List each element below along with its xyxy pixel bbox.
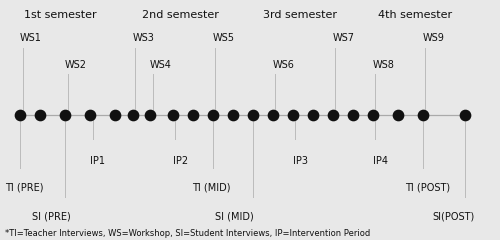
- Text: WS6: WS6: [272, 60, 294, 70]
- Text: 2nd semester: 2nd semester: [142, 10, 218, 20]
- Point: [146, 113, 154, 117]
- Text: TI (PRE): TI (PRE): [5, 182, 44, 192]
- Text: WS2: WS2: [65, 60, 87, 70]
- Text: TI (MID): TI (MID): [192, 182, 231, 192]
- Text: IP3: IP3: [292, 156, 308, 166]
- Point: [128, 113, 136, 117]
- Point: [188, 113, 196, 117]
- Point: [418, 113, 426, 117]
- Point: [348, 113, 356, 117]
- Text: TI (POST): TI (POST): [405, 182, 450, 192]
- Point: [36, 113, 44, 117]
- Text: SI (PRE): SI (PRE): [32, 211, 72, 221]
- Point: [16, 113, 24, 117]
- Point: [368, 113, 376, 117]
- Text: IP4: IP4: [372, 156, 388, 166]
- Text: 3rd semester: 3rd semester: [263, 10, 337, 20]
- Text: WS9: WS9: [422, 33, 444, 43]
- Text: WS5: WS5: [212, 33, 234, 43]
- Text: *TI=Teacher Interviews, WS=Workshop, SI=Student Interviews, IP=Intervention Peri: *TI=Teacher Interviews, WS=Workshop, SI=…: [5, 228, 370, 238]
- Point: [248, 113, 256, 117]
- Point: [394, 113, 402, 117]
- Point: [288, 113, 296, 117]
- Point: [208, 113, 216, 117]
- Text: IP2: IP2: [172, 156, 188, 166]
- Text: SI(POST): SI(POST): [432, 211, 475, 221]
- Text: IP1: IP1: [90, 156, 105, 166]
- Point: [168, 113, 176, 117]
- Text: WS3: WS3: [132, 33, 154, 43]
- Point: [328, 113, 336, 117]
- Point: [228, 113, 236, 117]
- Point: [111, 113, 119, 117]
- Point: [308, 113, 316, 117]
- Point: [461, 113, 469, 117]
- Text: WS1: WS1: [20, 33, 42, 43]
- Text: SI (MID): SI (MID): [215, 211, 254, 221]
- Text: WS4: WS4: [150, 60, 172, 70]
- Text: 1st semester: 1st semester: [24, 10, 97, 20]
- Point: [268, 113, 276, 117]
- Text: 4th semester: 4th semester: [378, 10, 452, 20]
- Point: [61, 113, 69, 117]
- Text: WS7: WS7: [332, 33, 354, 43]
- Point: [86, 113, 94, 117]
- Text: WS8: WS8: [372, 60, 394, 70]
